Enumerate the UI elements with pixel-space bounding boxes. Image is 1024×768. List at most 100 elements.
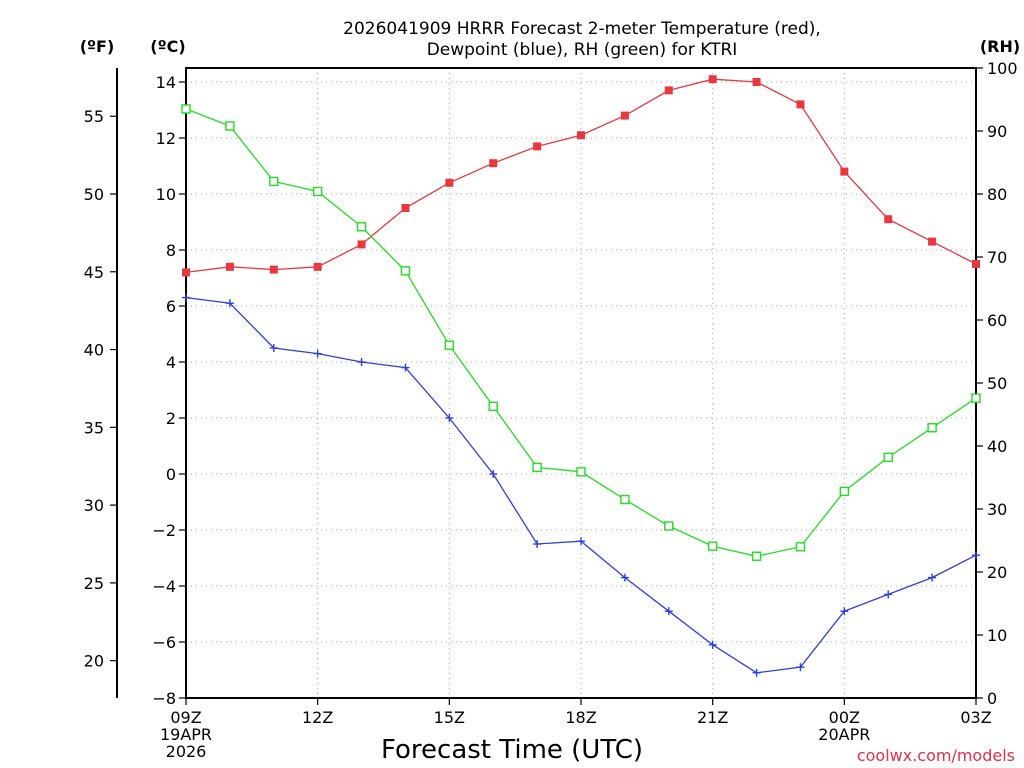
celsius-tick-label: 6 — [166, 297, 176, 316]
2-meter-temperature-point — [972, 260, 980, 268]
rh-unit-label: (RH) — [980, 37, 1020, 56]
celsius-tick-label: −6 — [152, 633, 176, 652]
rh-tick-label: 50 — [987, 374, 1007, 393]
chart-title-line-1: 2026041909 HRRR Forecast 2-meter Tempera… — [343, 19, 821, 39]
dewpoint-point — [884, 590, 893, 599]
x-tick-label: 21Z — [697, 708, 728, 727]
relative-humidity-point — [312, 186, 323, 197]
x-tick-label: 15Z — [434, 708, 465, 727]
2-meter-temperature-point — [357, 240, 366, 249]
x-tick-label: 20APR — [818, 725, 870, 744]
celsius-tick-label: −4 — [152, 577, 176, 596]
fahrenheit-tick-label: 40 — [84, 341, 104, 360]
fahrenheit-tick-label: 35 — [84, 418, 104, 437]
dewpoint-point — [840, 607, 849, 616]
relative-humidity-point — [839, 486, 850, 497]
2-meter-temperature-point — [884, 215, 893, 224]
x-tick-label: 00Z — [829, 708, 860, 727]
rh-tick-label: 100 — [987, 59, 1018, 78]
2-meter-temperature-point — [225, 262, 234, 271]
dewpoint-point — [401, 363, 410, 372]
2-meter-temperature-point — [445, 178, 454, 187]
2-meter-temperature-point — [577, 131, 585, 140]
dewpoint-point — [357, 358, 366, 366]
celsius-tick-label: 4 — [166, 353, 176, 372]
relative-humidity-point — [269, 176, 279, 187]
2-meter-temperature-point — [269, 265, 278, 274]
fahrenheit-tick-label: 25 — [84, 574, 104, 593]
dewpoint-point — [445, 414, 454, 422]
relative-humidity-point — [664, 521, 674, 531]
dewpoint-point — [269, 344, 278, 352]
2-meter-temperature-point — [401, 204, 410, 212]
relative-humidity-point — [576, 467, 586, 477]
2-meter-temperature-point — [620, 111, 629, 120]
rh-tick-label: 10 — [987, 626, 1007, 645]
2-meter-temperature-point — [752, 78, 761, 86]
rh-tick-label: 30 — [987, 500, 1007, 519]
dewpoint-point — [752, 668, 761, 677]
axes — [110, 67, 983, 705]
celsius-unit-label: (ºC) — [150, 37, 185, 56]
rh-tick-label: 90 — [987, 122, 1007, 141]
relative-humidity-point — [927, 423, 937, 433]
fahrenheit-tick-label: 20 — [84, 652, 104, 671]
x-tick-label: 12Z — [302, 708, 333, 727]
2-meter-temperature-point — [489, 159, 498, 168]
celsius-tick-label: 2 — [166, 409, 176, 428]
2-meter-temperature-point — [664, 86, 673, 95]
fahrenheit-tick-label: 55 — [84, 107, 104, 126]
celsius-tick-label: 14 — [156, 73, 176, 92]
x-tick-label: 09Z — [170, 708, 201, 727]
2-meter-temperature-point — [928, 237, 937, 246]
relative-humidity-point — [707, 541, 718, 551]
relative-humidity-point — [356, 222, 367, 232]
dewpoint-point — [577, 537, 585, 546]
chart-title-line-2: Dewpoint (blue), RH (green) for KTRI — [427, 40, 738, 60]
x-axis-label: Forecast Time (UTC) — [381, 735, 643, 765]
rh-tick-label: 80 — [987, 185, 1007, 204]
2-meter-temperature-point — [533, 142, 542, 151]
relative-humidity-point — [400, 266, 411, 276]
dewpoint-point — [489, 470, 498, 478]
dewpoint-point — [664, 607, 673, 616]
celsius-tick-label: 0 — [166, 465, 176, 484]
rh-tick-label: 20 — [987, 563, 1007, 582]
relative-humidity-point — [444, 340, 455, 350]
2-meter-temperature-point — [182, 268, 190, 277]
relative-humidity-point — [225, 121, 235, 131]
tick-labels: 14121086420−2−4−6−8555045403530252010090… — [84, 59, 1018, 761]
celsius-tick-label: 10 — [156, 185, 176, 204]
dewpoint-point — [708, 640, 717, 649]
dewpoint-point — [533, 540, 542, 548]
rh-tick-label: 70 — [987, 248, 1007, 267]
fahrenheit-tick-label: 50 — [84, 185, 104, 204]
x-tick-label: 03Z — [960, 708, 991, 727]
dewpoint-point — [796, 663, 805, 672]
dewpoint-point — [972, 551, 980, 560]
2-meter-temperature-point — [313, 262, 322, 271]
relative-humidity-point — [971, 393, 981, 403]
x-tick-label: 18Z — [565, 708, 596, 727]
dewpoint-point — [928, 573, 937, 582]
relative-humidity-point — [883, 452, 893, 463]
x-tick-label: 19APR — [160, 725, 212, 744]
data-series — [181, 75, 981, 677]
relative-humidity-point — [795, 542, 806, 552]
rh-tick-label: 0 — [987, 689, 997, 708]
credit-text: coolwx.com/models — [857, 746, 1015, 765]
dewpoint-point — [313, 349, 322, 358]
fahrenheit-tick-label: 45 — [84, 263, 104, 282]
celsius-tick-label: −8 — [152, 689, 176, 708]
celsius-tick-label: 12 — [156, 129, 176, 148]
relative-humidity-point — [532, 462, 542, 473]
rh-tick-label: 40 — [987, 437, 1007, 456]
celsius-tick-label: 8 — [166, 241, 176, 260]
2-meter-temperature-point — [796, 100, 805, 109]
relative-humidity-line — [185, 108, 977, 557]
fahrenheit-tick-label: 30 — [84, 496, 104, 515]
relative-humidity-point — [181, 104, 191, 114]
dewpoint-point — [620, 573, 629, 582]
fahrenheit-unit-label: (ºF) — [80, 37, 115, 56]
